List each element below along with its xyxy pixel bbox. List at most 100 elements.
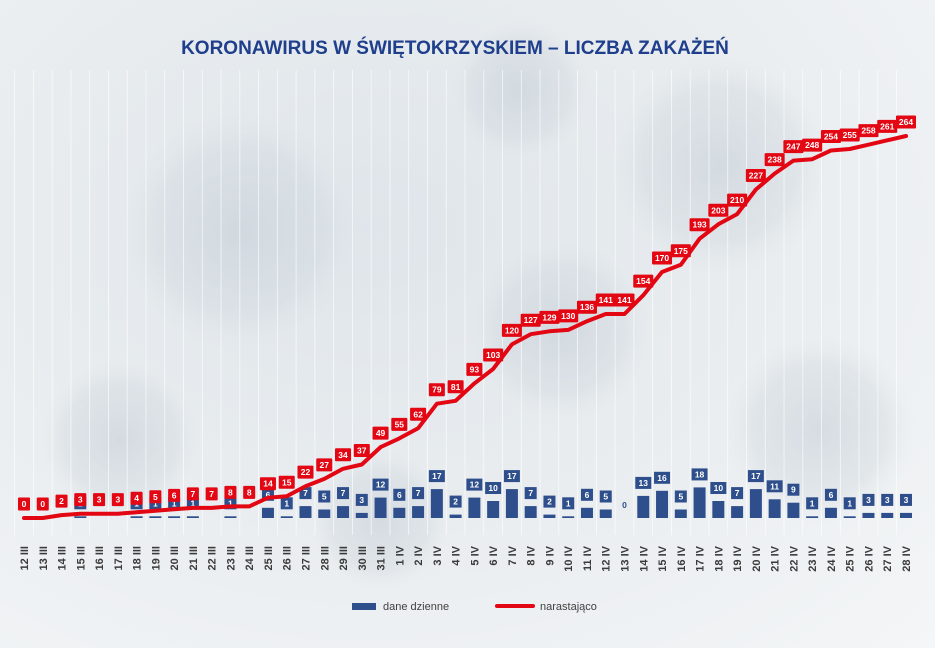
x-tick-label: 13 III	[38, 546, 50, 570]
daily-bar	[749, 489, 762, 518]
daily-bar	[787, 502, 800, 518]
daily-label-box	[824, 488, 837, 501]
daily-label-box	[543, 495, 556, 508]
daily-bar	[806, 516, 819, 518]
cumulative-label: 8	[228, 487, 233, 497]
daily-bar	[430, 489, 443, 518]
x-tick-label: 2 IV	[413, 545, 425, 565]
daily-bar	[712, 501, 725, 518]
daily-label-box	[466, 478, 483, 491]
cumulative-label-box	[839, 128, 860, 142]
daily-label: 7	[341, 488, 346, 498]
cumulative-label-box	[428, 383, 445, 397]
cumulative-label: 238	[768, 155, 782, 165]
x-tick-label: 14 IV	[638, 545, 650, 571]
cumulative-label: 93	[470, 364, 480, 374]
cumulative-label: 0	[22, 499, 27, 509]
x-tick-label: 10 IV	[563, 545, 575, 571]
daily-label-box	[299, 487, 312, 500]
daily-bar	[637, 495, 650, 518]
daily-label: 1	[284, 498, 289, 508]
daily-bar	[337, 506, 350, 518]
cumulative-label-box	[858, 124, 879, 138]
daily-label: 6	[397, 490, 402, 500]
daily-label: 1	[191, 498, 196, 508]
x-tick-label: 11 IV	[582, 545, 594, 571]
daily-label: 17	[751, 471, 761, 481]
daily-bars: 1111116175731267172121017721650131651810…	[74, 468, 912, 518]
cumulative-label: 8	[247, 487, 252, 497]
cumulative-label-box	[18, 497, 30, 511]
daily-label: 7	[735, 488, 740, 498]
x-tick-label: 12 IV	[601, 545, 613, 571]
x-tick-label: 6 IV	[488, 545, 500, 565]
daily-bar	[656, 490, 669, 518]
daily-bar	[130, 516, 143, 518]
daily-label-box	[393, 488, 406, 501]
daily-label: 3	[866, 495, 871, 505]
cumulative-line	[22, 134, 908, 520]
x-tick-label: 25 III	[263, 546, 275, 570]
cumulative-label: 130	[561, 311, 575, 321]
cumulative-label-box	[297, 465, 314, 479]
x-tick-label: 21 III	[188, 546, 200, 570]
cumulative-label: 34	[338, 450, 348, 460]
daily-bar	[580, 507, 593, 518]
x-tick-label: 15 III	[75, 546, 87, 570]
daily-label: 3	[885, 495, 890, 505]
cumulative-label-box	[745, 169, 766, 183]
daily-bar	[355, 512, 368, 518]
daily-bar	[768, 499, 781, 518]
daily-label-box	[449, 495, 462, 508]
cumulative-label-box	[410, 407, 427, 421]
daily-bar	[468, 497, 481, 518]
cumulative-label: 255	[843, 130, 857, 140]
daily-label-box	[485, 482, 502, 494]
daily-label: 18	[695, 469, 705, 479]
daily-label: 1	[810, 498, 815, 508]
cumulative-label-box	[783, 140, 804, 154]
x-tick-label: 15 IV	[657, 545, 669, 571]
x-tick-label: 17 III	[113, 546, 125, 570]
daily-label: 1	[172, 498, 177, 508]
daily-label-box	[843, 497, 856, 510]
legend-daily-label: dane dzienne	[383, 601, 449, 613]
daily-bar	[900, 512, 912, 518]
cumulative-label-box	[353, 443, 370, 457]
daily-label: 13	[639, 478, 649, 488]
daily-label-box	[900, 493, 912, 506]
daily-label: 17	[432, 471, 442, 481]
x-tick-label: 18 III	[132, 546, 144, 570]
daily-label-box	[318, 490, 331, 503]
cumulative-label-box	[501, 323, 522, 337]
cumulative-label-box	[55, 494, 68, 508]
cumulative-label: 136	[580, 302, 594, 312]
cumulative-label-box	[764, 153, 785, 167]
cumulative-label-box	[466, 362, 483, 376]
cumulative-label-box	[224, 485, 237, 499]
daily-bar	[843, 516, 856, 518]
daily-bar	[449, 514, 462, 518]
x-tick-label: 26 IV	[864, 545, 876, 571]
daily-label-box	[524, 487, 537, 500]
x-tick-label: 23 IV	[807, 545, 819, 571]
cumulative-label-box	[727, 193, 748, 207]
cumulative-path	[22, 134, 908, 520]
cumulative-label-box	[670, 244, 691, 258]
cumulative-label: 79	[432, 385, 442, 395]
cumulative-label: 49	[376, 428, 386, 438]
x-tick-label: 14 III	[57, 546, 69, 570]
x-tick-label: 28 IV	[901, 545, 913, 571]
cumulative-label: 27	[320, 460, 330, 470]
cumulative-label: 22	[301, 467, 311, 477]
cumulative-label: 0	[40, 499, 45, 509]
cumulative-label: 254	[824, 131, 838, 141]
x-tick-label: 23 III	[225, 546, 237, 570]
x-tick-label: 30 III	[357, 546, 369, 570]
x-tick-label: 16 IV	[676, 545, 688, 571]
cumulative-label: 6	[172, 490, 177, 500]
cumulative-label-box	[877, 119, 898, 133]
x-tick-label: 21 IV	[770, 545, 782, 571]
